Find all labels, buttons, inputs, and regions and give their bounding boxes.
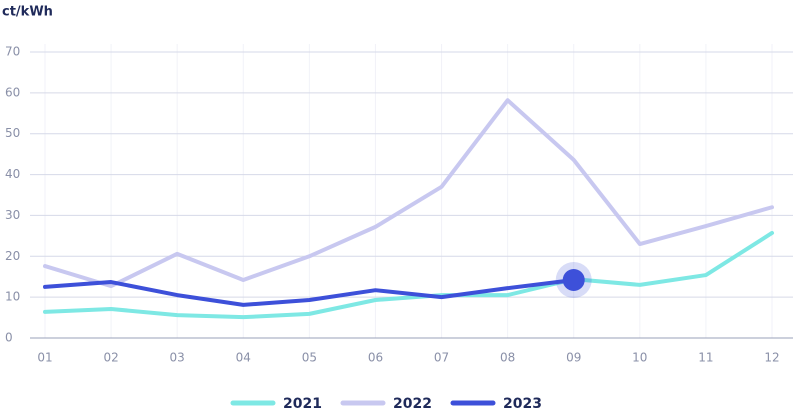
x-tick-label: 11 [698,351,713,365]
legend-label: 2022 [393,396,432,412]
y-tick-label: 30 [5,208,20,222]
legend-label: 2023 [503,396,542,412]
x-tick-label: 08 [500,351,515,365]
x-tick-label: 03 [170,351,185,365]
legend-label: 2021 [283,396,322,412]
y-tick-label: 60 [5,85,20,99]
y-tick-label: 40 [5,167,20,181]
series-line [43,277,576,307]
y-tick-label: 20 [5,249,20,263]
series-line [43,98,774,289]
series-line [43,230,774,320]
x-tick-label: 02 [103,351,118,365]
hover-point [562,268,585,291]
x-tick-label: 05 [302,351,317,365]
y-tick-label: 70 [5,45,20,59]
y-tick-label: 50 [5,126,20,140]
y-tick-label: 10 [5,290,20,304]
y-axis-label: ct/kWh [2,5,53,20]
x-tick-label: 06 [368,351,383,365]
x-tick-label: 10 [632,351,647,365]
x-tick-label: 07 [434,351,449,365]
y-tick-label: 0 [5,331,13,345]
x-tick-label: 12 [764,351,779,365]
x-tick-label: 09 [566,351,581,365]
x-tick-label: 04 [236,351,251,365]
x-tick-label: 01 [37,351,52,365]
